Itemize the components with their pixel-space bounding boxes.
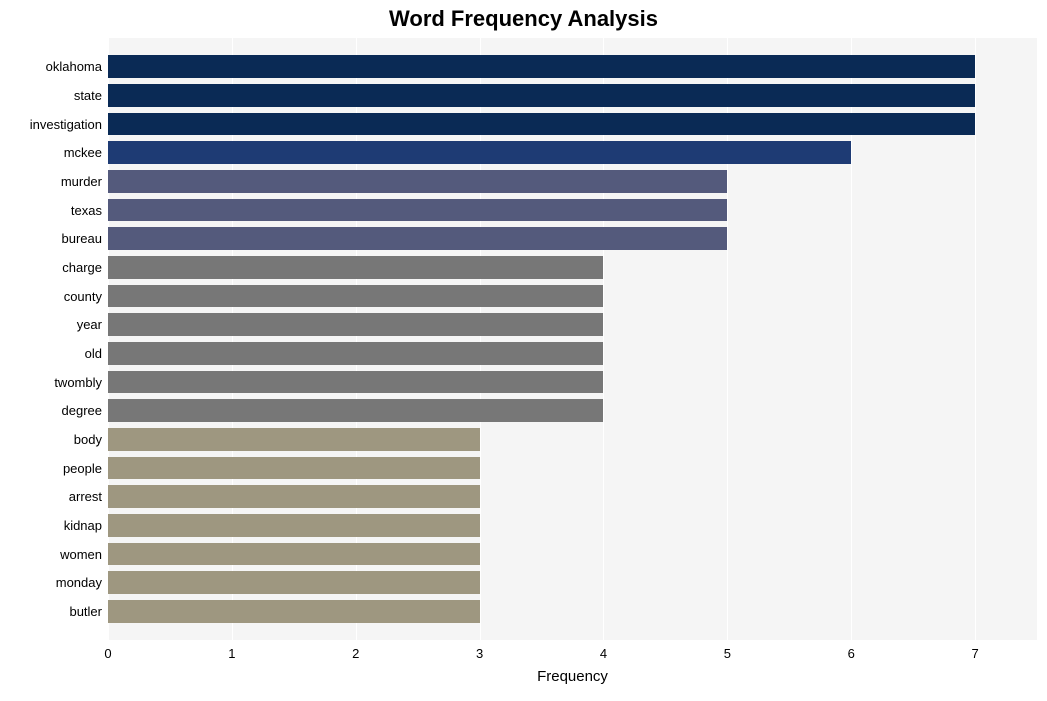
bar: [108, 543, 480, 565]
bar: [108, 170, 727, 192]
bar: [108, 428, 480, 450]
bar: [108, 514, 480, 536]
x-tick-label: 2: [352, 646, 359, 661]
bar: [108, 285, 603, 307]
y-tick-label: bureau: [62, 231, 102, 246]
y-tick-label: people: [63, 461, 102, 476]
bar: [108, 457, 480, 479]
chart-container: Word Frequency Analysis Frequency 0 1 2 3 4 5…: [0, 0, 1047, 701]
y-tick-label: old: [85, 346, 102, 361]
bar: [108, 141, 851, 163]
x-tick-label: 7: [971, 646, 978, 661]
bar: [108, 371, 603, 393]
plot-area: [108, 38, 1037, 640]
y-tick-label: kidnap: [64, 518, 102, 533]
bar: [108, 399, 603, 421]
bar: [108, 600, 480, 622]
x-tick-label: 3: [476, 646, 483, 661]
y-tick-label: arrest: [69, 489, 102, 504]
y-tick-label: investigation: [30, 117, 102, 132]
y-tick-label: charge: [62, 260, 102, 275]
y-tick-label: year: [77, 317, 102, 332]
bar: [108, 113, 975, 135]
x-tick-label: 1: [228, 646, 235, 661]
bar: [108, 199, 727, 221]
bar: [108, 485, 480, 507]
x-axis-title: Frequency: [108, 668, 1037, 685]
y-tick-label: women: [60, 547, 102, 562]
bar: [108, 84, 975, 106]
x-tick-label: 6: [848, 646, 855, 661]
gridline: [975, 38, 976, 640]
y-tick-label: monday: [56, 575, 102, 590]
chart-title: Word Frequency Analysis: [0, 6, 1047, 32]
y-tick-label: mckee: [64, 145, 102, 160]
y-tick-label: county: [64, 289, 102, 304]
y-tick-label: murder: [61, 174, 102, 189]
y-tick-label: degree: [62, 403, 102, 418]
x-tick-label: 4: [600, 646, 607, 661]
bar: [108, 571, 480, 593]
y-tick-label: oklahoma: [46, 59, 102, 74]
bar: [108, 55, 975, 77]
x-tick-label: 5: [724, 646, 731, 661]
y-tick-label: texas: [71, 203, 102, 218]
x-tick-label: 0: [104, 646, 111, 661]
y-tick-label: state: [74, 88, 102, 103]
y-tick-label: butler: [69, 604, 102, 619]
bar: [108, 342, 603, 364]
y-tick-label: body: [74, 432, 102, 447]
bar: [108, 313, 603, 335]
bar: [108, 227, 727, 249]
y-tick-label: twombly: [54, 375, 102, 390]
bar: [108, 256, 603, 278]
